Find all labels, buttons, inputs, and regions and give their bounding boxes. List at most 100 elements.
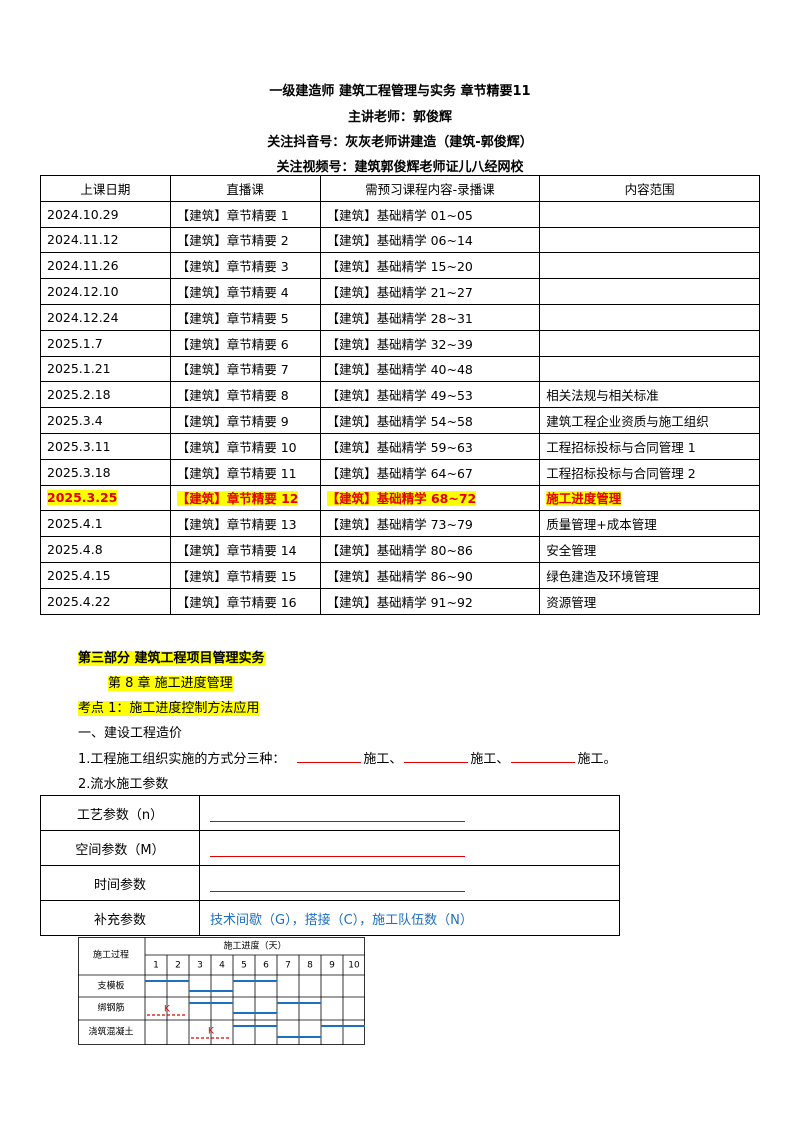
cell-text: 安全管理 — [546, 543, 597, 559]
cell: 工程招标投标与合同管理 1 — [539, 432, 760, 460]
cell-text: 【建筑】章节精要 6 — [176, 336, 289, 352]
cell-text: 【建筑】基础精学 80~86 — [326, 543, 473, 559]
section-title: 第三部分 建筑工程项目管理实务 — [78, 651, 265, 666]
answer-line — [210, 805, 465, 822]
cell: 工程招标投标与合同管理 2 — [539, 458, 760, 486]
column-header: 直播课 — [169, 175, 321, 202]
cell: 【建筑】章节精要 16 — [169, 587, 321, 615]
cell: 【建筑】基础精学 91~92 — [319, 587, 541, 615]
cell: 资源管理 — [539, 587, 760, 615]
cell-text: 【建筑】基础精学 91~92 — [326, 594, 473, 610]
param-value: 技术间歇（G），搭接（C），施工队伍数（N） — [199, 900, 620, 936]
schedule-row: 2025.4.8 【建筑】章节精要 14 【建筑】基础精学 80~86 安全管理 — [40, 536, 760, 563]
parameter-table: 工艺参数（n） 空间参数（M） 时间参数 补充参数 技术间歇（G），搭接（C），施工队伍… — [40, 795, 620, 936]
cell-text: 【建筑】章节精要 11 — [176, 465, 297, 481]
cell: 【建筑】基础精学 15~20 — [319, 252, 541, 280]
cell: 2025.4.22 — [40, 587, 171, 615]
chapter-title: 第 8 章 施工进度管理 — [108, 676, 233, 691]
column-header: 需预习课程内容-录播课 — [319, 175, 541, 202]
schedule-row: 2024.12.24 【建筑】章节精要 5 【建筑】基础精学 28~31 — [40, 303, 760, 331]
column-header: 上课日期 — [40, 175, 171, 202]
schedule-table: 上课日期 直播课 需预习课程内容-录播课 内容范围 2024.10.29 【建筑】章节精… — [40, 175, 760, 615]
cell: 【建筑】章节精要 12 — [169, 484, 321, 512]
cell-text: 2025.4.1 — [47, 516, 103, 532]
cell-text: 建筑工程企业资质与施工组织 — [546, 414, 709, 430]
cell-text: 工程招标投标与合同管理 1 — [546, 439, 696, 455]
day-label: 8 — [307, 961, 313, 971]
cell: 【建筑】基础精学 28~31 — [319, 303, 541, 331]
param-row: 时间参数 — [40, 865, 620, 901]
cell: 相关法规与相关标准 — [539, 381, 760, 409]
schedule-row: 2024.10.29 【建筑】章节精要 1 【建筑】基础精学 01~05 — [40, 200, 760, 228]
cell: 【建筑】章节精要 5 — [169, 303, 321, 331]
cell: 【建筑】章节精要 3 — [169, 252, 321, 280]
schedule-row: 2024.11.12 【建筑】章节精要 2 【建筑】基础精学 06~14 — [40, 226, 760, 254]
cell-text: 【建筑】基础精学 86~90 — [326, 568, 473, 584]
cell: 2025.3.25 — [40, 484, 171, 512]
param-label: 时间参数 — [40, 865, 200, 901]
cell: 【建筑】基础精学 32~39 — [319, 329, 541, 357]
cell-text: 【建筑】基础精学 21~27 — [326, 285, 473, 301]
fill: 施工。 — [577, 752, 617, 767]
cell: 建筑工程企业资质与施工组织 — [539, 407, 760, 434]
cell-text: 2025.3.18 — [47, 464, 111, 480]
schedule-row: 2025.3.11 【建筑】章节精要 10 【建筑】基础精学 59~63 工程招标投标… — [40, 432, 760, 460]
cell: 【建筑】章节精要 4 — [169, 278, 321, 305]
cell-text: 【建筑】基础精学 40~48 — [326, 362, 473, 378]
cell: 【建筑】基础精学 68~72 — [319, 484, 541, 512]
cell-text: 【建筑】基础精学 68~72 — [326, 491, 477, 507]
answer-line — [210, 875, 465, 892]
cell-text: 【建筑】基础精学 64~67 — [326, 465, 473, 481]
cell: 【建筑】基础精学 01~05 — [319, 200, 541, 228]
cell-text: 2025.1.7 — [47, 335, 103, 351]
param-text: 技术间歇（G），搭接（C），施工队伍数（N） — [210, 912, 473, 928]
cell: 【建筑】基础精学 73~79 — [319, 510, 541, 538]
cell: 施工进度管理 — [539, 484, 760, 512]
param-value — [199, 795, 620, 831]
cell-text: 【建筑】基础精学 73~79 — [326, 517, 473, 533]
param-row: 空间参数（M） — [40, 830, 620, 866]
cell — [539, 303, 760, 331]
cell-text: 【建筑】章节精要 4 — [176, 285, 289, 301]
douyin: 关注抖音号：灰灰老师讲建造（建筑-郭俊辉） — [267, 135, 533, 150]
cell-text: 2025.4.8 — [47, 542, 103, 558]
cell: 【建筑】基础精学 06~14 — [319, 226, 541, 254]
cell: 【建筑】基础精学 54~58 — [319, 407, 541, 434]
cell-text: 【建筑】章节精要 5 — [176, 310, 289, 326]
column-header: 内容范围 — [539, 175, 760, 202]
fill: 施工、 — [363, 752, 403, 767]
k-label: K — [208, 1027, 215, 1037]
cell: 【建筑】章节精要 10 — [169, 432, 321, 460]
question: 1.工程施工组织实施的方式分三种： 施工、 施工、 施工。 — [78, 748, 616, 767]
cell-text: 【建筑】章节精要 12 — [176, 491, 299, 507]
title: 一级建造师 建筑工程管理与实务 章节精要11 — [269, 84, 531, 99]
cell-text: 【建筑】章节精要 7 — [176, 362, 289, 378]
cell: 【建筑】基础精学 49~53 — [319, 381, 541, 409]
cell-text: 2025.3.11 — [47, 438, 111, 454]
cell: 【建筑】章节精要 2 — [169, 226, 321, 254]
cell-text: 【建筑】基础精学 06~14 — [326, 233, 473, 249]
cell: 【建筑】基础精学 21~27 — [319, 278, 541, 305]
schedule-row: 2024.11.26 【建筑】章节精要 3 【建筑】基础精学 15~20 — [40, 252, 760, 280]
cell: 2025.4.8 — [40, 536, 171, 563]
cell: 质量管理+成本管理 — [539, 510, 760, 538]
day-label: 4 — [219, 961, 225, 971]
cell-text: 【建筑】章节精要 14 — [176, 543, 297, 559]
cell-text: 2024.12.10 — [47, 284, 119, 300]
cell: 2025.1.21 — [40, 355, 171, 383]
cell: 2025.3.11 — [40, 432, 171, 460]
cell-text: 工程招标投标与合同管理 2 — [546, 465, 696, 481]
cell-text: 2024.12.24 — [47, 309, 119, 325]
process-label: 浇筑混凝土 — [88, 1026, 133, 1038]
cell-text: 【建筑】章节精要 16 — [176, 594, 297, 610]
cell: 【建筑】基础精学 59~63 — [319, 432, 541, 460]
cell-text: 2025.1.21 — [47, 361, 111, 377]
k-label: K — [164, 1005, 171, 1015]
cell-text: 【建筑】章节精要 1 — [176, 207, 289, 223]
day-label: 2 — [175, 961, 181, 971]
cell: 【建筑】基础精学 86~90 — [319, 561, 541, 589]
cell: 【建筑】基础精学 40~48 — [319, 355, 541, 383]
day-label: 10 — [348, 961, 360, 971]
schedule-row: 2025.4.15 【建筑】章节精要 15 【建筑】基础精学 86~90 绿色建造及环… — [40, 561, 760, 589]
